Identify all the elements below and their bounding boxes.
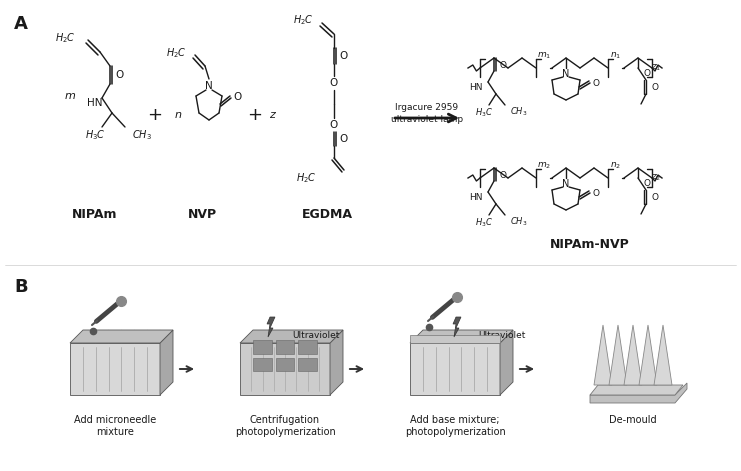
Polygon shape (609, 325, 627, 385)
Text: O: O (330, 120, 338, 130)
Text: $H_2C$: $H_2C$ (296, 171, 317, 185)
Text: $n_2$: $n_2$ (611, 161, 622, 171)
Text: $z_1$: $z_1$ (651, 63, 661, 73)
Text: O: O (330, 78, 338, 88)
Text: Add base mixture;
photopolymerization: Add base mixture; photopolymerization (405, 415, 505, 437)
Text: N: N (562, 179, 570, 189)
Polygon shape (276, 357, 294, 371)
Text: m: m (64, 91, 76, 101)
Text: O: O (499, 171, 507, 179)
Text: Ultraviolet: Ultraviolet (478, 331, 525, 340)
Polygon shape (410, 330, 513, 343)
Text: $CH_3$: $CH_3$ (132, 128, 152, 142)
Text: O: O (233, 92, 241, 102)
Polygon shape (594, 325, 612, 385)
Text: N: N (562, 69, 570, 79)
Polygon shape (330, 330, 343, 395)
Text: O: O (339, 134, 347, 144)
Polygon shape (298, 357, 316, 371)
Text: O: O (499, 60, 507, 70)
Text: NIPAm: NIPAm (73, 209, 118, 221)
Text: $m_2$: $m_2$ (537, 161, 551, 171)
Text: O: O (652, 82, 659, 91)
Polygon shape (276, 341, 294, 354)
Polygon shape (453, 317, 461, 337)
Polygon shape (160, 330, 173, 395)
Text: HN: HN (470, 83, 483, 92)
Text: Add microneedle
mixture: Add microneedle mixture (74, 415, 156, 437)
Polygon shape (70, 343, 160, 395)
Text: $n_1$: $n_1$ (611, 51, 622, 61)
Text: O: O (643, 179, 650, 187)
Text: $H_3C$: $H_3C$ (475, 217, 493, 229)
Polygon shape (70, 330, 173, 343)
Text: B: B (14, 278, 27, 296)
Polygon shape (654, 325, 672, 385)
Text: EGDMA: EGDMA (302, 209, 353, 221)
Text: NIPAm-NVP: NIPAm-NVP (550, 238, 630, 252)
Polygon shape (624, 325, 642, 385)
Text: n: n (174, 110, 182, 120)
Text: Irgacure 2959: Irgacure 2959 (396, 103, 459, 112)
Text: +: + (247, 106, 262, 124)
Polygon shape (298, 341, 316, 354)
Text: Ultraviolet: Ultraviolet (292, 331, 339, 340)
Polygon shape (410, 343, 500, 395)
Text: $CH_3$: $CH_3$ (510, 216, 528, 228)
Text: $H_2C$: $H_2C$ (56, 31, 76, 45)
Text: +: + (147, 106, 162, 124)
Text: $H_2C$: $H_2C$ (293, 13, 314, 27)
Text: NVP: NVP (187, 209, 216, 221)
Polygon shape (240, 343, 330, 395)
Polygon shape (253, 341, 272, 354)
Text: Centrifugation
photopolymerization: Centrifugation photopolymerization (235, 415, 336, 437)
Text: ultraviolet lamp: ultraviolet lamp (391, 114, 463, 123)
Text: O: O (643, 68, 650, 78)
Text: A: A (14, 15, 28, 33)
Polygon shape (590, 383, 687, 403)
Text: HN: HN (470, 194, 483, 203)
Text: $CH_3$: $CH_3$ (510, 106, 528, 118)
Polygon shape (410, 335, 500, 343)
Polygon shape (240, 330, 343, 343)
Text: O: O (339, 51, 347, 61)
Text: $m_1$: $m_1$ (537, 51, 551, 61)
Text: O: O (593, 79, 599, 88)
Text: O: O (593, 188, 599, 197)
Polygon shape (500, 330, 513, 395)
Text: HN: HN (87, 98, 103, 108)
Polygon shape (590, 385, 683, 395)
Text: $H_3C$: $H_3C$ (475, 107, 493, 119)
Polygon shape (267, 317, 275, 337)
Text: $H_2C$: $H_2C$ (166, 46, 187, 60)
Text: O: O (652, 193, 659, 202)
Text: $z_2$: $z_2$ (651, 173, 661, 183)
Text: De-mould: De-mould (609, 415, 657, 425)
Text: O: O (115, 70, 123, 80)
Polygon shape (639, 325, 657, 385)
Text: z: z (269, 110, 275, 120)
Text: $H_3C$: $H_3C$ (84, 128, 105, 142)
Text: N: N (205, 81, 213, 91)
Polygon shape (253, 357, 272, 371)
